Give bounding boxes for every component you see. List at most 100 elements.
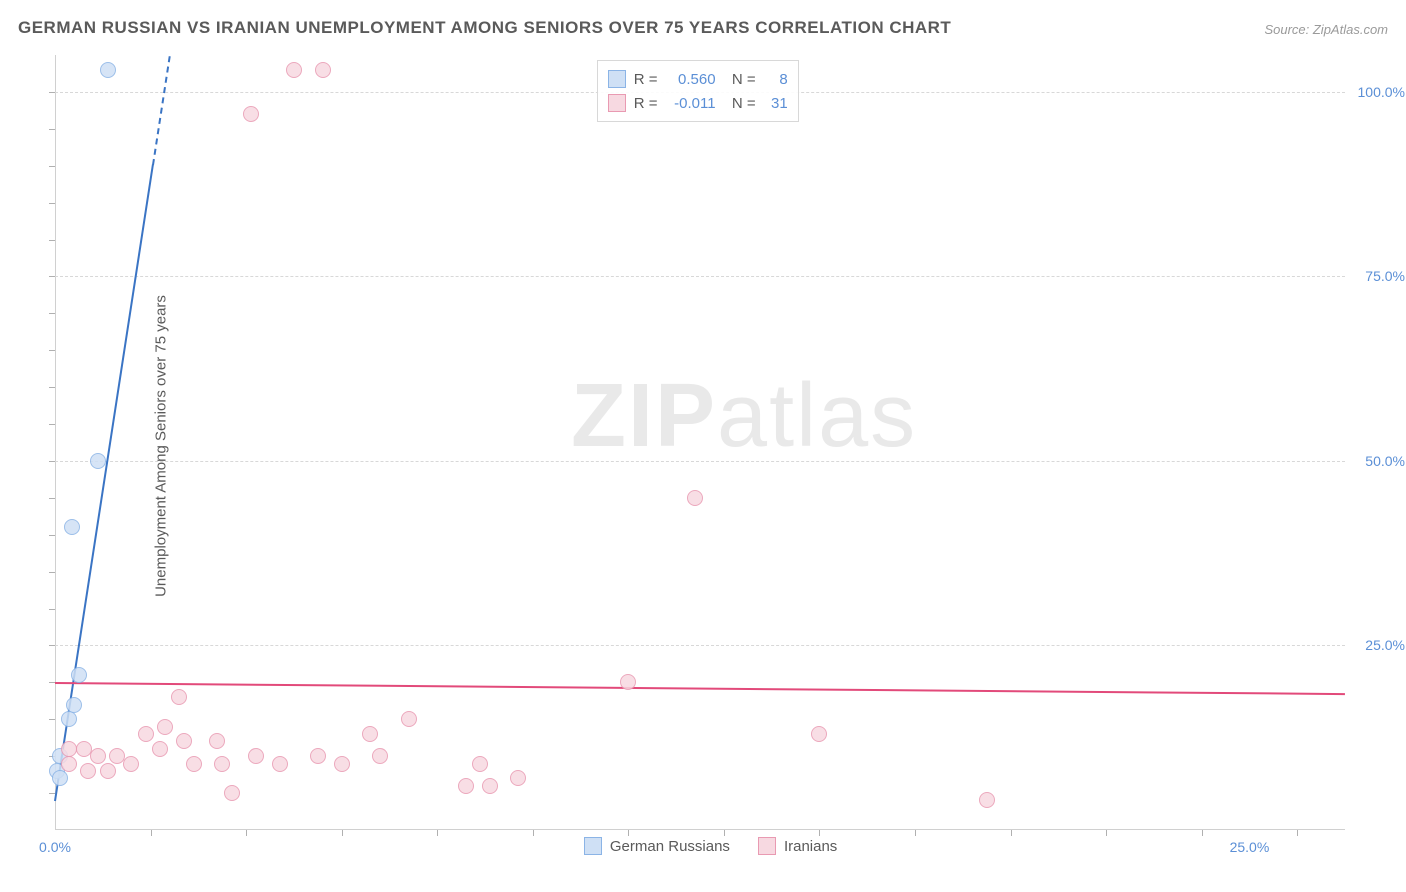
x-tick-mark — [533, 830, 534, 836]
data-point — [64, 519, 80, 535]
data-point — [472, 756, 488, 772]
y-tick-mark — [49, 719, 55, 720]
data-point — [152, 741, 168, 757]
y-tick-mark — [49, 350, 55, 351]
data-point — [171, 689, 187, 705]
y-tick-mark — [49, 203, 55, 204]
y-tick-mark — [49, 424, 55, 425]
regression-line — [55, 682, 1345, 695]
n-label: N = — [724, 95, 756, 112]
data-point — [979, 792, 995, 808]
data-point — [61, 756, 77, 772]
data-point — [186, 756, 202, 772]
data-point — [61, 711, 77, 727]
data-point — [334, 756, 350, 772]
y-tick-mark — [49, 313, 55, 314]
legend-swatch — [608, 94, 626, 112]
r-label: R = — [634, 95, 658, 112]
n-value: 8 — [764, 71, 788, 88]
data-point — [100, 62, 116, 78]
n-value: 31 — [764, 95, 788, 112]
legend-label: German Russians — [610, 838, 730, 855]
data-point — [52, 770, 68, 786]
data-point — [362, 726, 378, 742]
x-axis — [55, 829, 1345, 830]
y-tick-mark — [49, 498, 55, 499]
y-tick-mark — [49, 129, 55, 130]
data-point — [80, 763, 96, 779]
stats-row: R = 0.560 N = 8 — [608, 67, 788, 91]
data-point — [310, 748, 326, 764]
data-point — [90, 453, 106, 469]
x-tick-mark — [819, 830, 820, 836]
legend-swatch — [758, 837, 776, 855]
data-point — [286, 62, 302, 78]
x-tick-mark — [151, 830, 152, 836]
x-tick-mark — [342, 830, 343, 836]
y-tick-mark — [49, 240, 55, 241]
regression-line — [152, 56, 171, 165]
y-tick-mark — [49, 645, 55, 646]
y-tick-mark — [49, 535, 55, 536]
legend-swatch — [584, 837, 602, 855]
data-point — [90, 748, 106, 764]
x-tick-mark — [915, 830, 916, 836]
data-point — [209, 733, 225, 749]
data-point — [157, 719, 173, 735]
x-tick-mark — [246, 830, 247, 836]
data-point — [214, 756, 230, 772]
data-point — [811, 726, 827, 742]
y-tick-mark — [49, 461, 55, 462]
r-value: 0.560 — [666, 71, 716, 88]
data-point — [687, 490, 703, 506]
scatter-plot: ZIPatlas25.0%50.0%75.0%100.0%0.0%25.0%R … — [55, 55, 1345, 830]
x-tick-mark — [628, 830, 629, 836]
r-label: R = — [634, 71, 658, 88]
legend-swatch — [608, 70, 626, 88]
x-tick-label: 0.0% — [39, 839, 71, 855]
legend-item: German Russians — [584, 837, 730, 855]
data-point — [272, 756, 288, 772]
y-axis — [55, 55, 56, 830]
y-tick-mark — [49, 572, 55, 573]
x-tick-mark — [1297, 830, 1298, 836]
series-legend: German Russians Iranians — [584, 837, 837, 855]
data-point — [138, 726, 154, 742]
watermark: ZIPatlas — [571, 365, 917, 468]
y-tick-mark — [49, 609, 55, 610]
n-label: N = — [724, 71, 756, 88]
data-point — [401, 711, 417, 727]
data-point — [100, 763, 116, 779]
data-point — [372, 748, 388, 764]
y-tick-label: 75.0% — [1350, 268, 1405, 284]
x-tick-mark — [1011, 830, 1012, 836]
data-point — [123, 756, 139, 772]
gridline-h — [55, 645, 1345, 646]
data-point — [224, 785, 240, 801]
x-tick-mark — [1106, 830, 1107, 836]
y-tick-label: 25.0% — [1350, 637, 1405, 653]
x-tick-mark — [1202, 830, 1203, 836]
gridline-h — [55, 276, 1345, 277]
y-tick-mark — [49, 276, 55, 277]
data-point — [315, 62, 331, 78]
data-point — [248, 748, 264, 764]
stats-legend: R = 0.560 N = 8 R = -0.011 N = 31 — [597, 60, 799, 122]
source-label: Source: ZipAtlas.com — [1264, 22, 1388, 37]
data-point — [66, 697, 82, 713]
x-tick-mark — [437, 830, 438, 836]
x-tick-mark — [724, 830, 725, 836]
x-tick-label: 25.0% — [1230, 839, 1270, 855]
gridline-h — [55, 461, 1345, 462]
y-tick-mark — [49, 92, 55, 93]
r-value: -0.011 — [666, 95, 716, 112]
data-point — [510, 770, 526, 786]
data-point — [482, 778, 498, 794]
y-tick-label: 50.0% — [1350, 453, 1405, 469]
y-tick-mark — [49, 166, 55, 167]
chart-title: GERMAN RUSSIAN VS IRANIAN UNEMPLOYMENT A… — [18, 18, 951, 38]
legend-label: Iranians — [784, 838, 837, 855]
y-tick-label: 100.0% — [1350, 84, 1405, 100]
y-tick-mark — [49, 387, 55, 388]
data-point — [71, 667, 87, 683]
